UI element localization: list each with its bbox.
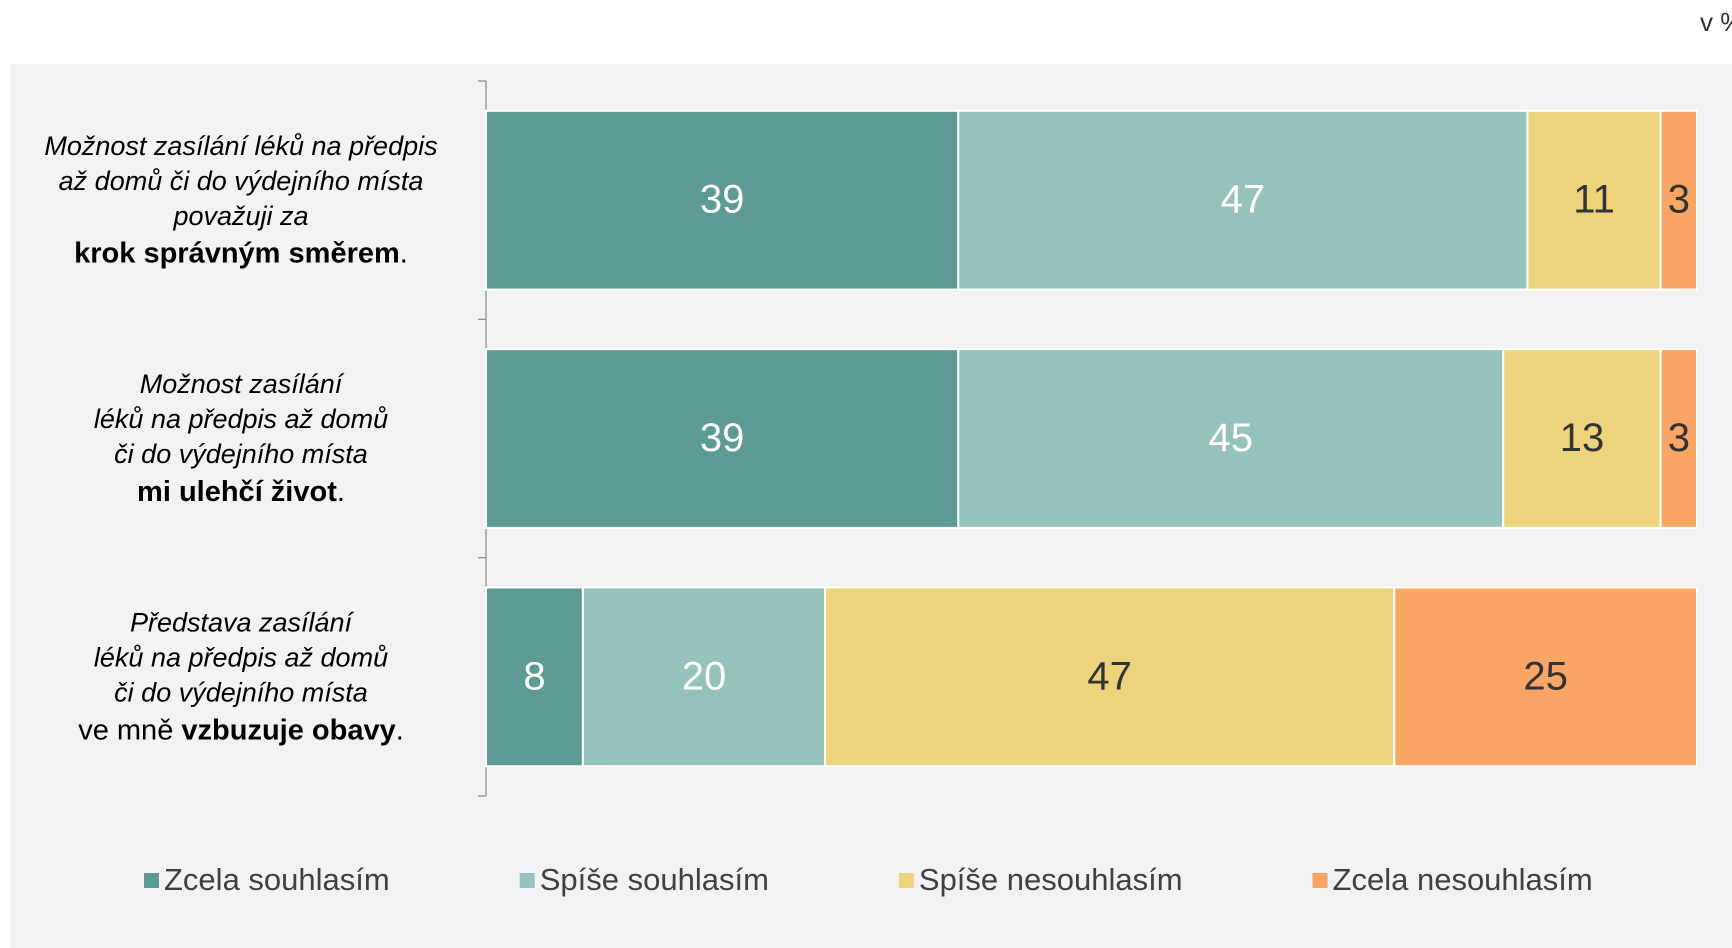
data-label: 47 <box>1087 654 1132 698</box>
bar-segment <box>1393 586 1698 768</box>
data-label: 20 <box>682 654 727 698</box>
legend-swatch <box>898 873 914 888</box>
data-label: 13 <box>1560 416 1605 460</box>
bar-segment <box>485 586 584 768</box>
category-label-part: ve mně <box>78 714 181 746</box>
legend-swatch <box>144 873 159 888</box>
bar-segment <box>1659 348 1699 529</box>
legend-label: Spíše souhlasím <box>540 862 769 897</box>
category-label-part: mi ulehčí život <box>137 476 337 508</box>
data-label: 3 <box>1668 416 1690 460</box>
category-label: Možnost zasílání léků na předpis <box>44 131 437 161</box>
category-label: ve mně vzbuzuje obavy. <box>78 714 404 746</box>
bar-segment <box>485 109 960 291</box>
data-label: 11 <box>1573 178 1615 222</box>
data-label: 45 <box>1209 416 1254 460</box>
category-label: krok správným směrem. <box>74 237 408 269</box>
category-label: Možnost zasílání <box>140 369 345 399</box>
category-label: či do výdejního místa <box>114 439 368 469</box>
category-label: léků na předpis až domů <box>94 642 388 672</box>
unit-note: v % <box>1700 7 1732 37</box>
data-label: 39 <box>700 416 745 460</box>
legend-swatch <box>519 873 535 888</box>
category-label-part: . <box>400 237 408 269</box>
legend-label: Zcela souhlasím <box>164 862 390 897</box>
category-label-part: krok správným směrem <box>74 237 400 269</box>
category-label-part: vzbuzuje obavy <box>181 714 395 746</box>
category-label: považuji za <box>172 201 308 231</box>
data-label: 3 <box>1668 178 1690 222</box>
bar-segment <box>824 586 1396 768</box>
legend-label: Spíše nesouhlasím <box>919 862 1183 897</box>
bar-segment <box>1659 109 1699 291</box>
category-label: až domů či do výdejního místa <box>59 166 424 196</box>
bar-segment <box>1502 348 1662 529</box>
data-label: 25 <box>1523 654 1568 698</box>
category-label-part: . <box>337 476 345 508</box>
data-label: 39 <box>700 178 745 222</box>
legend-label: Zcela nesouhlasím <box>1333 862 1593 897</box>
data-label: 8 <box>523 654 545 698</box>
category-label: mi ulehčí život. <box>137 476 345 508</box>
category-label: či do výdejního místa <box>114 677 368 707</box>
bar-segment <box>957 109 1529 291</box>
legend-swatch <box>1312 873 1328 888</box>
data-label: 47 <box>1221 178 1266 222</box>
bar-segment <box>957 348 1505 529</box>
category-label: Představa zasílání <box>130 607 355 637</box>
category-label-part: . <box>396 714 404 746</box>
category-label: léků na předpis až domů <box>94 404 388 434</box>
